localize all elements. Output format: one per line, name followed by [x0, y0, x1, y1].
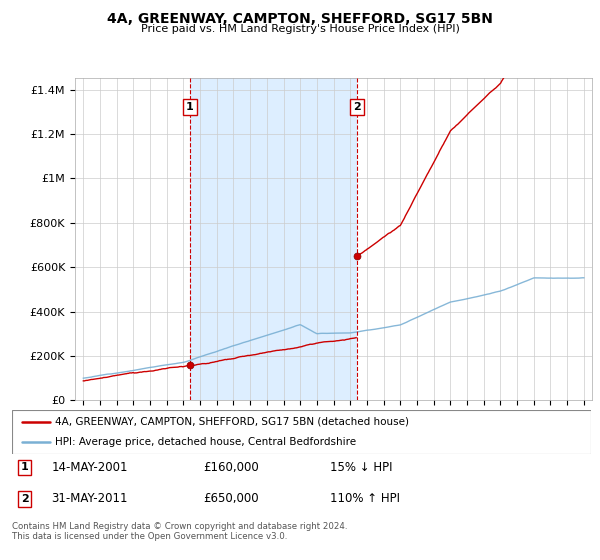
FancyBboxPatch shape: [12, 410, 591, 454]
Text: Price paid vs. HM Land Registry's House Price Index (HPI): Price paid vs. HM Land Registry's House …: [140, 24, 460, 34]
Text: 15% ↓ HPI: 15% ↓ HPI: [331, 461, 393, 474]
Text: 14-MAY-2001: 14-MAY-2001: [52, 461, 128, 474]
Text: £650,000: £650,000: [203, 492, 259, 505]
Text: 1: 1: [186, 102, 193, 113]
Text: £160,000: £160,000: [203, 461, 259, 474]
Text: 1: 1: [21, 463, 29, 473]
Bar: [190, 78, 357, 400]
Text: Contains HM Land Registry data © Crown copyright and database right 2024.
This d: Contains HM Land Registry data © Crown c…: [12, 522, 347, 542]
Text: 4A, GREENWAY, CAMPTON, SHEFFORD, SG17 5BN: 4A, GREENWAY, CAMPTON, SHEFFORD, SG17 5B…: [107, 12, 493, 26]
Text: 31-MAY-2011: 31-MAY-2011: [52, 492, 128, 505]
Text: 2: 2: [21, 494, 29, 504]
Text: 110% ↑ HPI: 110% ↑ HPI: [331, 492, 400, 505]
Text: 2: 2: [353, 102, 361, 113]
Text: HPI: Average price, detached house, Central Bedfordshire: HPI: Average price, detached house, Cent…: [55, 437, 356, 447]
Text: 4A, GREENWAY, CAMPTON, SHEFFORD, SG17 5BN (detached house): 4A, GREENWAY, CAMPTON, SHEFFORD, SG17 5B…: [55, 417, 409, 427]
